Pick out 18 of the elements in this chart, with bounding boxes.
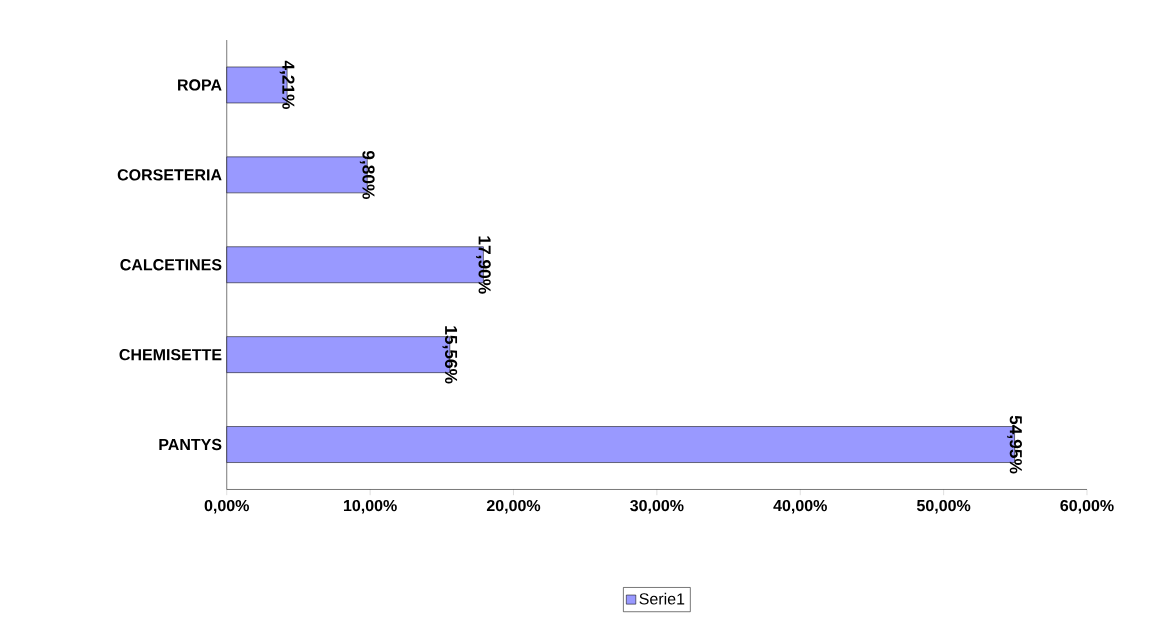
x-tick-label: 20,00% [486, 499, 541, 514]
y-tick-label: PANTYS [159, 438, 222, 451]
data-label: 9,80% [359, 150, 375, 200]
x-tick-label: 0,00% [204, 499, 249, 514]
data-label: 4,21% [279, 60, 295, 110]
y-tick-label: CORSETERIA [117, 169, 222, 181]
x-tick-label: 40,00% [773, 499, 827, 514]
legend-label: Serie1 [639, 592, 685, 605]
y-tick-label: ROPA [178, 79, 222, 91]
data-label: 15,56% [442, 326, 458, 384]
x-tick-label: 50,00% [916, 499, 971, 514]
x-tick-label: 60,00% [1060, 499, 1114, 514]
y-tick-label: CALCETINES [120, 259, 222, 271]
y-tick-label: CHEMISETTE [119, 349, 222, 361]
data-label: 17,90% [475, 236, 491, 294]
x-tick-label: 30,00% [630, 499, 684, 514]
x-tick-label: 10,00% [343, 499, 397, 514]
data-label: 54,95% [1007, 415, 1022, 474]
